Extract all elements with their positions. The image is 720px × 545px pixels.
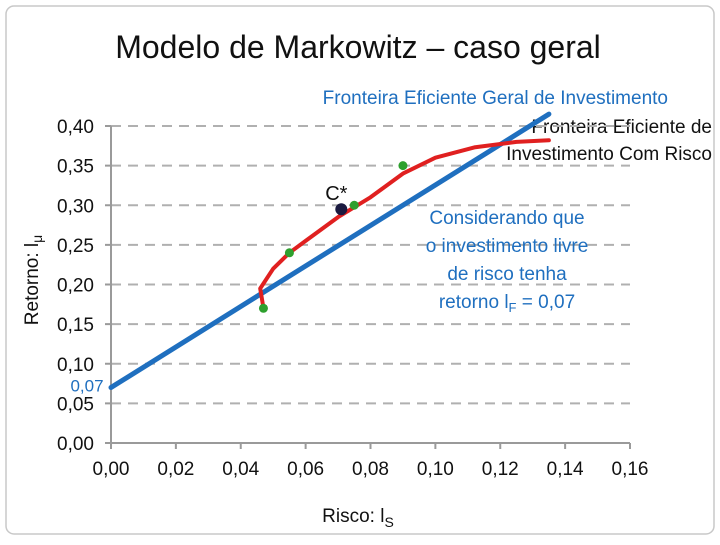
annotation-line-2: o investimento livre [426, 236, 589, 257]
y-tick-label: 0,10 [57, 355, 94, 376]
annotation-sub: F [509, 300, 517, 315]
y-axis-title-main: Retorno: l [22, 243, 43, 325]
axes: 0,00 0,05 0,10 0,15 0,20 0,25 0,30 0,35 0,40 0,00… [57, 117, 648, 480]
x-axis-title-sub: S [384, 514, 393, 530]
annotation-line-1: Considerando que [429, 208, 584, 229]
y-tick-label: 0,30 [57, 196, 94, 217]
slide-frame [5, 5, 715, 535]
y-axis-title: Retorno: lμ [22, 235, 45, 325]
y-tick-label: 0,00 [57, 434, 94, 455]
y-axis-title-sub: μ [29, 235, 45, 243]
y-tick-label: 0,15 [57, 315, 94, 336]
x-tick-label: 0,12 [482, 459, 519, 480]
y-tick-label: 0,25 [57, 236, 94, 257]
y-tick-label: 0,20 [57, 276, 94, 297]
data-point [284, 248, 294, 258]
series-label-risco-1: Fronteira Eficiente de [531, 117, 712, 138]
data-point [398, 161, 408, 171]
y-tick-label: 0,05 [57, 394, 94, 415]
x-tick-label: 0,10 [417, 459, 454, 480]
x-tick-label: 0,08 [352, 459, 389, 480]
annotation-suffix: = 0,07 [517, 292, 576, 313]
x-axis-title-main: Risco: l [322, 506, 384, 527]
tangent-point-label: C* [325, 183, 347, 205]
annotation-prefix: retorno l [439, 292, 509, 313]
x-tick-label: 0,16 [612, 459, 649, 480]
x-tick-label: 0,14 [547, 459, 584, 480]
data-point [258, 303, 268, 313]
x-axis-title: Risco: lS [322, 506, 394, 530]
y-tick-label: 0,35 [57, 157, 94, 178]
annotation-line-4: retorno lF = 0,07 [439, 292, 575, 315]
series-label-risco-2: Investimento Com Risco [506, 144, 712, 165]
grid-lines [111, 125, 630, 405]
x-tick-label: 0,04 [222, 459, 259, 480]
intercept-label: 0,07 [70, 377, 103, 396]
x-tick-label: 0,00 [93, 459, 130, 480]
slide-title: Modelo de Markowitz – caso geral [115, 29, 601, 65]
points: C* 0,07 [70, 161, 408, 396]
x-tick-label: 0,06 [287, 459, 324, 480]
data-point [349, 200, 359, 210]
series-label-geral: Fronteira Eficiente Geral de Investiment… [323, 88, 668, 109]
annotation-line-3: de risco tenha [447, 264, 567, 285]
x-tick-label: 0,02 [157, 459, 194, 480]
y-tick-label: 0,40 [57, 117, 94, 138]
capital-market-line [108, 111, 552, 390]
tangent-point [335, 203, 348, 216]
